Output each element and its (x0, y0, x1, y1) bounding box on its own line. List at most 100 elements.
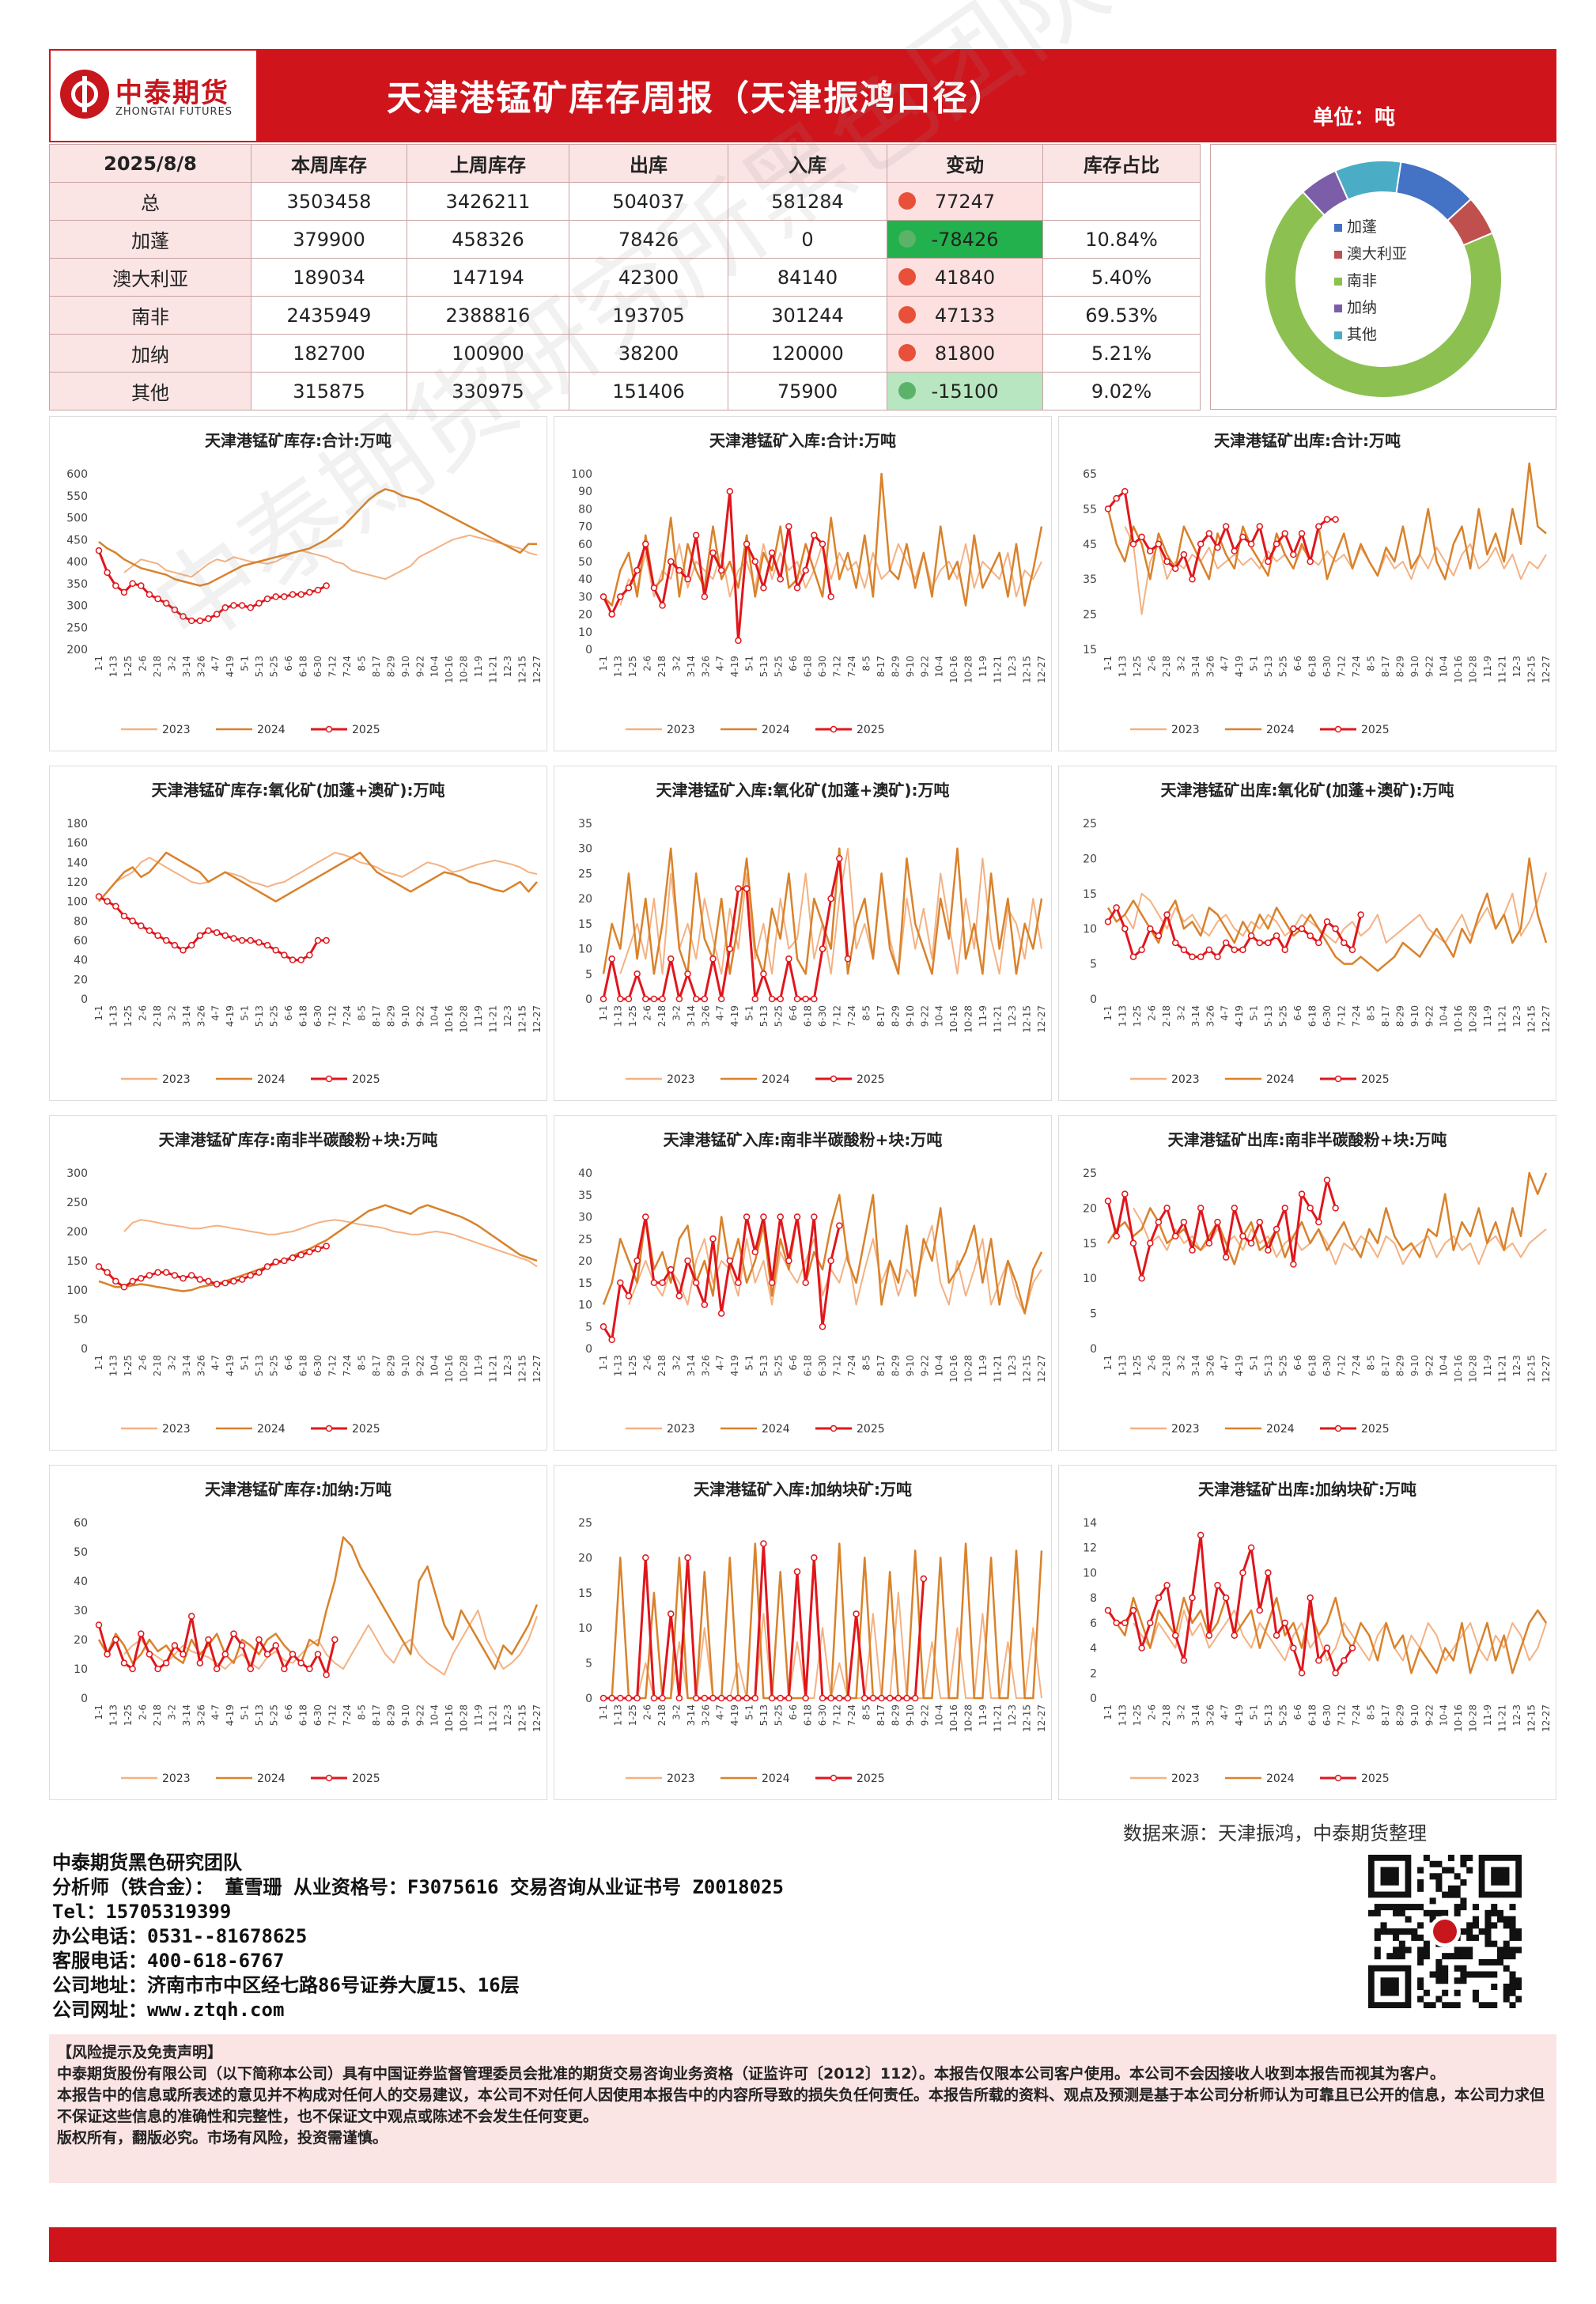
point-2025 (1231, 547, 1239, 554)
y-tick-label: 25 (1083, 818, 1097, 830)
x-tick-label: 2-6 (1146, 656, 1157, 672)
x-tick-label: 3-2 (166, 1704, 177, 1720)
point-2025 (1341, 939, 1348, 947)
cell-share (1042, 182, 1201, 221)
series-2024-line (1106, 1596, 1548, 1674)
point-2025 (659, 995, 666, 1003)
x-tick-label: 3-14 (1190, 1704, 1201, 1726)
x-tick-label: 3-14 (181, 1355, 192, 1376)
y-tick-label: 15 (1083, 644, 1097, 656)
point-2025 (180, 613, 187, 620)
point-2025 (95, 1621, 103, 1629)
point-2025 (162, 936, 170, 944)
x-tick-label: 2-18 (152, 656, 163, 677)
point-2025 (1171, 1632, 1179, 1639)
point-2025 (263, 1651, 271, 1658)
x-tick-label: 8-29 (890, 1005, 901, 1027)
legend-marker (325, 1424, 333, 1432)
x-tick-label: 4-19 (1234, 1355, 1245, 1376)
point-2025 (650, 585, 658, 592)
point-2025 (171, 941, 179, 949)
x-tick-label: 3-26 (1205, 656, 1216, 677)
point-2025 (760, 1213, 767, 1220)
row-label: 其他 (49, 372, 252, 410)
x-tick-label: 6-6 (283, 1355, 294, 1371)
x-tick-label: 9-22 (1424, 1704, 1435, 1726)
point-2025 (1138, 1644, 1145, 1651)
point-2025 (162, 1659, 170, 1667)
x-tick-label: 8-5 (356, 1005, 367, 1021)
point-2025 (675, 1292, 683, 1300)
x-tick-label: 12-15 (517, 1704, 528, 1732)
x-tick-label: 2-6 (1146, 1005, 1157, 1021)
chart-panel: 天津港锰矿库存:合计:万吨 200 250 300 350 400 450 500 550 600… (49, 416, 547, 751)
y-tick-label: 120 (66, 876, 88, 889)
y-tick-label: 60 (74, 1517, 88, 1530)
cell-this-week: 315875 (251, 372, 407, 410)
point-2025 (1104, 918, 1112, 925)
cell-inbound: 75900 (728, 372, 887, 410)
x-tick-label: 12-27 (1036, 656, 1047, 683)
point-2025 (196, 617, 204, 625)
series-2023-line (628, 1224, 1042, 1315)
x-tick-label: 10-4 (934, 1704, 945, 1726)
disclaimer-text-2: 本报告中的信息或所表述的意见并不构成对任何人的交易建议，本公司不对任何人因使用本… (57, 2086, 1545, 2125)
point-2025 (180, 1651, 187, 1658)
x-tick-label: 1-13 (1117, 1704, 1128, 1726)
point-2025 (1256, 939, 1264, 947)
x-tick-label: 1-1 (598, 1005, 609, 1021)
x-tick-label: 6-30 (1322, 1355, 1333, 1376)
qr-code-icon (1368, 1855, 1522, 2008)
x-tick-label: 6-30 (817, 656, 828, 677)
x-tick-label: 10-16 (444, 656, 455, 683)
x-tick-label: 6-18 (1307, 1704, 1318, 1726)
x-tick-label: 5-13 (1263, 1704, 1274, 1726)
x-tick-label: 5-1 (744, 1355, 755, 1371)
cell-this-week: 2435949 (251, 296, 407, 335)
x-tick-label: 8-5 (1365, 656, 1376, 672)
point-2025 (1138, 946, 1145, 954)
x-tick-label: 1-1 (598, 1704, 609, 1720)
point-2025 (230, 602, 237, 609)
point-2025 (811, 1213, 818, 1220)
point-2025 (1256, 1218, 1264, 1226)
x-tick-label: 6-18 (1307, 1005, 1318, 1027)
point-2025 (1205, 1239, 1213, 1247)
x-tick-label: 9-10 (1409, 1355, 1420, 1376)
series-2023-line (115, 852, 538, 888)
point-2025 (836, 1694, 843, 1702)
x-tick-label: 3-14 (181, 1704, 192, 1726)
y-tick-label: 10 (1083, 923, 1097, 936)
series-2023-line (619, 847, 1042, 975)
point-2025 (213, 1281, 221, 1288)
y-tick-label: 50 (578, 556, 592, 569)
x-tick-label: 10-16 (444, 1005, 455, 1033)
x-tick-label: 10-4 (1439, 1005, 1450, 1027)
x-tick-label: 2-6 (641, 1704, 652, 1720)
x-tick-label: 8-5 (860, 656, 872, 672)
table-header-row: 2025/8/8 本周库存 上周库存 出库 入库 变动 库存占比 (49, 144, 1201, 183)
legend-swatch (1334, 224, 1342, 232)
x-tick-label: 3-2 (1175, 1355, 1186, 1371)
point-2025 (709, 1694, 717, 1702)
x-tick-label: 2-6 (641, 1355, 652, 1371)
point-2025 (146, 927, 153, 934)
point-2025 (735, 1694, 742, 1702)
row-label: 南非 (49, 296, 252, 335)
series-2024-line (1106, 1171, 1548, 1265)
x-tick-label: 3-26 (195, 656, 206, 677)
x-tick-label: 3-26 (700, 1355, 711, 1376)
x-tick-label: 7-12 (1336, 1704, 1347, 1726)
x-tick-label: 1-1 (598, 656, 609, 672)
point-2025 (785, 1257, 792, 1265)
point-2025 (230, 1630, 237, 1637)
x-tick-label: 12-27 (531, 1704, 543, 1732)
x-tick-label: 7-12 (831, 1355, 842, 1376)
legend-label: 2024 (1266, 724, 1295, 736)
x-tick-label: 7-24 (1351, 656, 1362, 677)
x-tick-label: 12-27 (531, 1005, 543, 1033)
point-2025 (675, 566, 683, 574)
point-2025 (894, 1694, 902, 1702)
x-tick-label: 12-27 (531, 656, 543, 683)
point-2025 (751, 1248, 759, 1256)
